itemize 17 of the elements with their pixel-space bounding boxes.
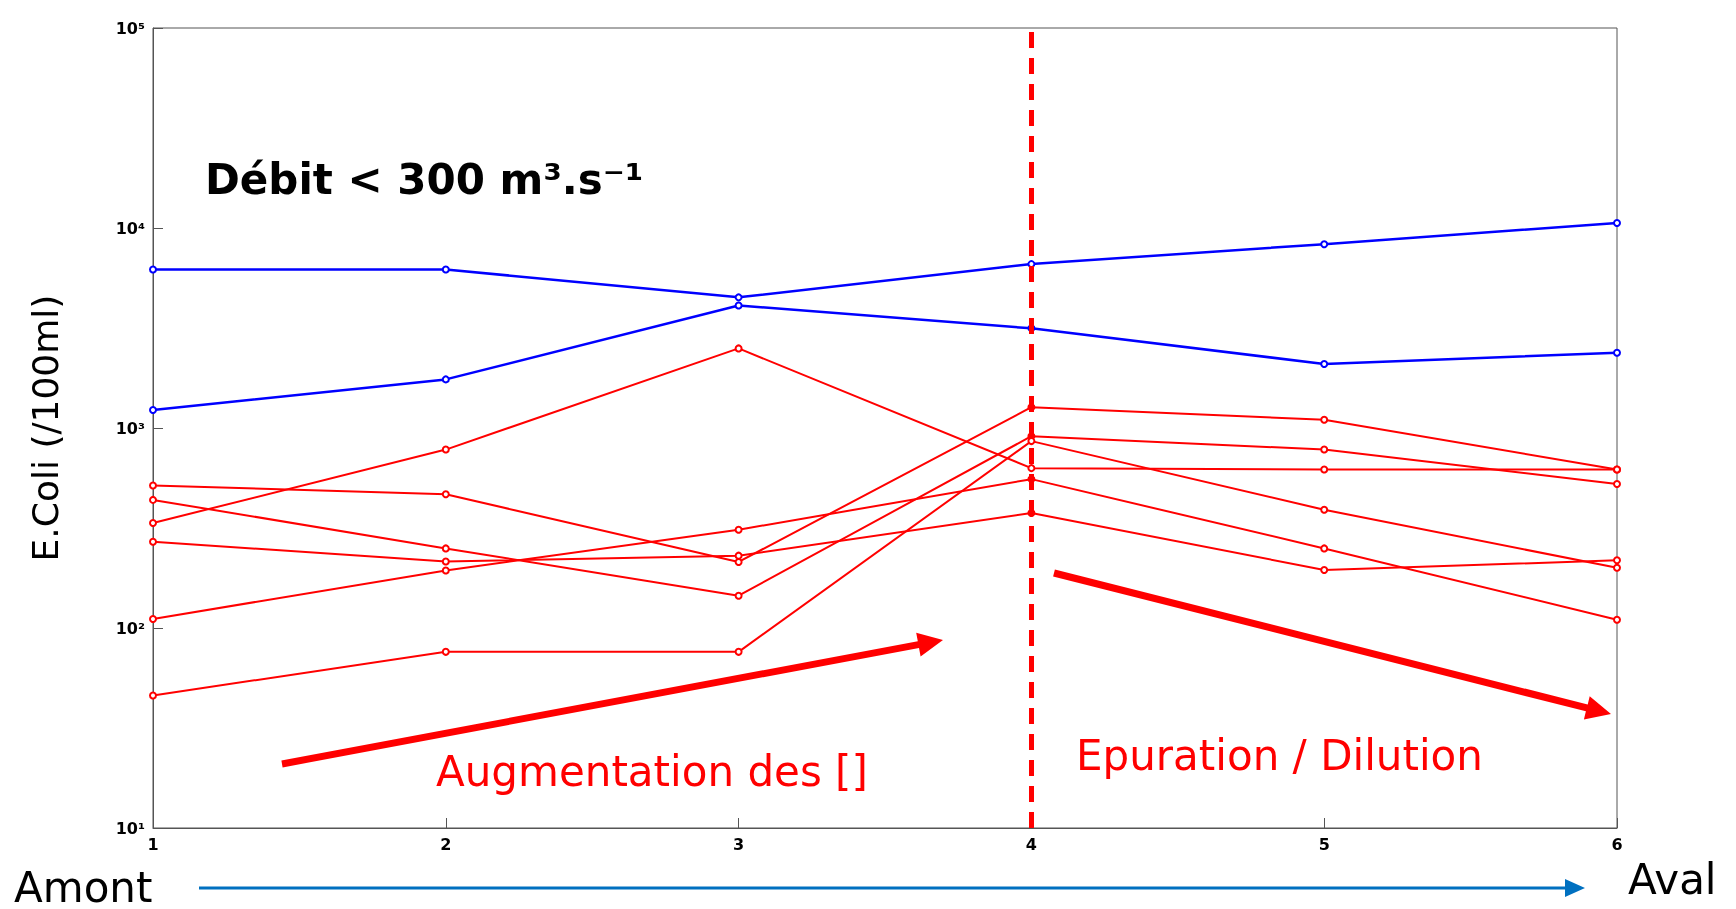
- y-tick-label: 10⁴: [115, 218, 145, 238]
- annotation: Augmentation des []: [436, 746, 868, 796]
- x-tick-label: 2: [440, 834, 452, 854]
- y-tick-label: 10⁵: [115, 18, 145, 38]
- y-tick-label: 10³: [115, 418, 145, 438]
- text: Aval: [1628, 854, 1717, 904]
- y-tick-label: 10¹: [115, 818, 145, 838]
- x-tick-label: 4: [1025, 834, 1037, 854]
- x-tick-label: 6: [1611, 834, 1623, 854]
- x-tick-label: 3: [733, 834, 745, 854]
- text: Amont: [14, 862, 153, 909]
- y-axis-title: E.Coli (/100ml): [24, 294, 66, 562]
- annotation: Débit < 300 m³.s⁻¹: [205, 154, 644, 204]
- annotation: Epuration / Dilution: [1076, 730, 1483, 780]
- y-tick-label: 10²: [115, 618, 145, 638]
- x-tick-label: 1: [147, 834, 159, 854]
- x-tick-label: 5: [1318, 834, 1330, 854]
